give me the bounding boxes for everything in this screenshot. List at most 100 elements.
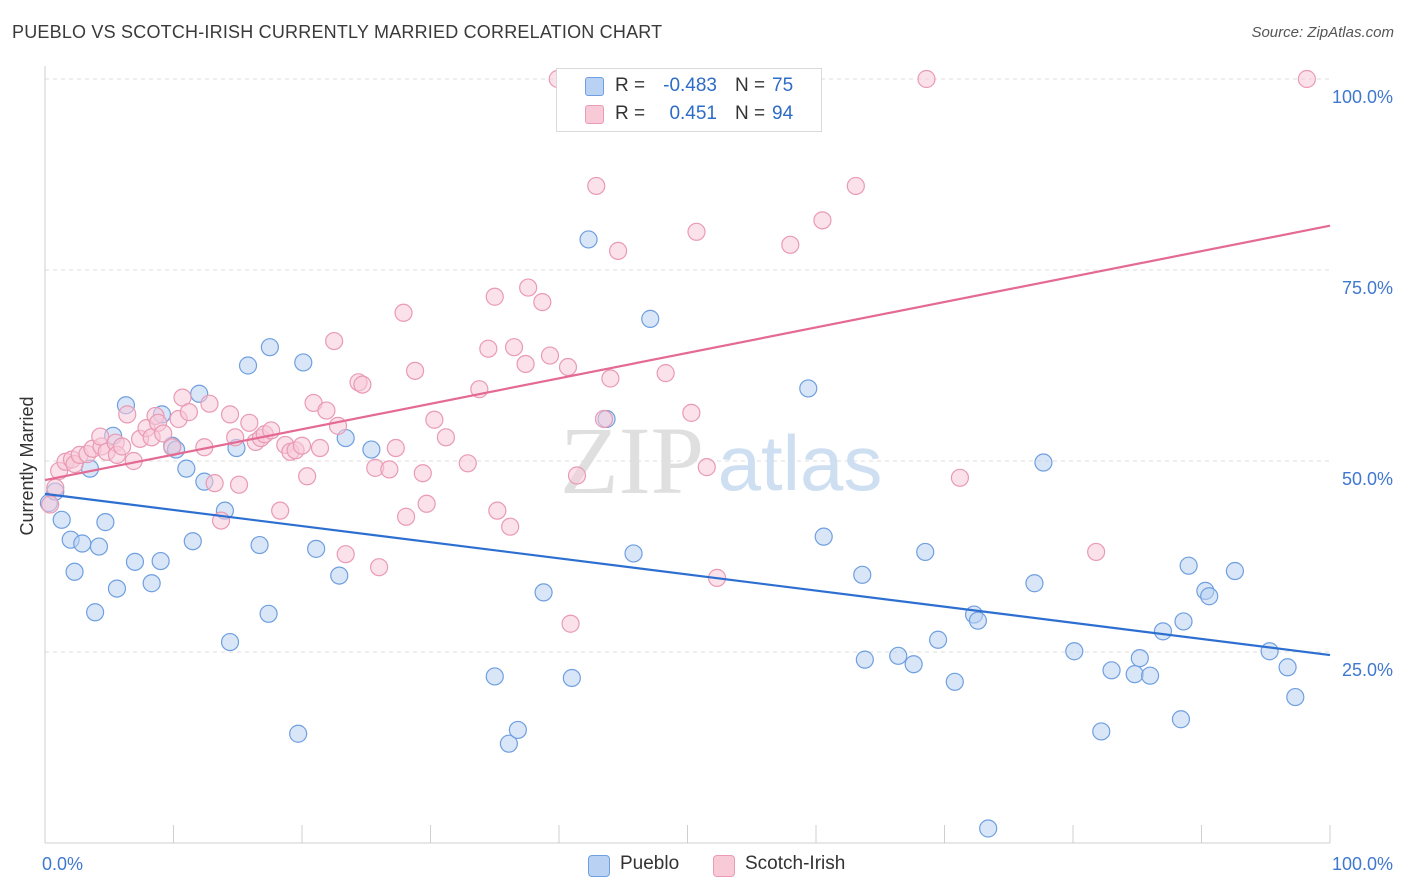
pueblo-legend-label: Pueblo xyxy=(620,853,680,874)
axes xyxy=(44,66,1331,844)
pueblo-point-46 xyxy=(814,527,833,546)
pueblo-point-47 xyxy=(853,565,872,584)
pueblo-point-48 xyxy=(855,650,874,669)
pueblo-point-27 xyxy=(250,535,269,555)
pueblo-point-65 xyxy=(1153,622,1173,641)
pueblo-point-26 xyxy=(238,356,258,375)
pueblo-point-60 xyxy=(1092,722,1111,741)
scotch-r-value: 0.451 xyxy=(669,103,717,124)
pueblo-point-4 xyxy=(65,562,84,581)
stats-legend: R = -0.483 N = 75 R = 0.451 N = 94 xyxy=(556,68,822,132)
pueblo-point-45 xyxy=(799,379,818,398)
scotch-point-31 xyxy=(220,405,240,424)
y-tick-label-100: 100.0% xyxy=(1332,87,1393,107)
scotch-point-60 xyxy=(413,464,432,483)
watermark-atlas: atlas xyxy=(718,419,883,507)
scotch-point-87 xyxy=(697,458,716,477)
scotch-point-91 xyxy=(846,176,865,196)
scotch-point-15 xyxy=(118,405,137,424)
scotch-point-67 xyxy=(485,287,504,306)
scotch-point-73 xyxy=(533,292,552,312)
scotch-point-22 xyxy=(154,424,173,443)
scotch-swatch xyxy=(585,105,604,124)
trend-lines xyxy=(44,224,1331,657)
scotch-point-61 xyxy=(417,494,436,513)
pueblo-point-64 xyxy=(1140,666,1160,685)
pueblo-point-7 xyxy=(86,603,105,622)
scotch-point-74 xyxy=(540,346,560,365)
scotch-point-85 xyxy=(682,403,701,422)
pueblo-point-73 xyxy=(1278,658,1297,677)
scotch-point-92 xyxy=(917,69,936,89)
pueblo-point-32 xyxy=(307,539,326,558)
pueblo-legend-swatch xyxy=(588,855,610,877)
y-axis-title: Currently Married xyxy=(17,396,37,535)
scotch-point-72 xyxy=(519,278,538,297)
pueblo-point-61 xyxy=(1102,661,1121,680)
scotch-point-93 xyxy=(950,468,970,487)
pueblo-point-29 xyxy=(260,338,279,357)
scotch-n-value: 94 xyxy=(772,103,794,124)
pueblo-point-30 xyxy=(289,724,308,743)
scotch-point-44 xyxy=(298,467,317,486)
pueblo-r-label: R = xyxy=(615,75,646,96)
axis-labels: 25.0% 50.0% 75.0% 100.0% 0.0% 100.0% Currently… xyxy=(17,87,1393,874)
pueblo-point-49 xyxy=(889,646,908,665)
scotch-point-69 xyxy=(501,517,520,536)
pueblo-point-19 xyxy=(177,459,196,478)
scotch-point-48 xyxy=(325,331,344,351)
scotch-point-54 xyxy=(370,558,389,577)
data-points xyxy=(39,69,1316,838)
scotch-point-62 xyxy=(425,410,444,429)
pueblo-point-43 xyxy=(624,544,643,563)
scotch-point-46 xyxy=(310,438,330,458)
pueblo-point-56 xyxy=(979,819,998,838)
scotch-point-56 xyxy=(386,438,405,458)
pueblo-point-37 xyxy=(499,734,518,753)
pueblo-point-74 xyxy=(1286,687,1305,707)
scotch-point-82 xyxy=(609,241,628,260)
scotch-point-77 xyxy=(561,614,580,633)
grid-lines xyxy=(45,78,1330,653)
scotch-point-94 xyxy=(1087,542,1106,562)
scotch-n-label: N = xyxy=(735,103,766,124)
chart-title: PUEBLO VS SCOTCH-IRISH CURRENTLY MARRIED… xyxy=(12,22,663,42)
pueblo-point-71 xyxy=(1225,561,1245,581)
pueblo-point-9 xyxy=(96,513,115,532)
scotch-point-0 xyxy=(41,495,60,514)
pueblo-point-28 xyxy=(259,604,278,623)
legend-row-pueblo: R = -0.483 N = 75 xyxy=(557,72,821,100)
pueblo-point-2 xyxy=(52,510,71,529)
pueblo-swatch xyxy=(585,77,604,96)
scotch-point-64 xyxy=(458,454,477,473)
pueblo-point-15 xyxy=(151,551,170,571)
pueblo-point-11 xyxy=(107,579,127,598)
scotch-point-10 xyxy=(91,427,110,446)
pueblo-point-40 xyxy=(562,668,581,688)
pueblo-point-67 xyxy=(1174,612,1193,631)
pueblo-point-62 xyxy=(1125,665,1144,684)
scotch-point-34 xyxy=(240,413,259,432)
pueblo-point-8 xyxy=(89,537,109,556)
pueblo-point-66 xyxy=(1171,710,1191,729)
pueblo-point-63 xyxy=(1130,649,1149,668)
scotch-legend-label: Scotch-Irish xyxy=(745,853,846,874)
pueblo-point-36 xyxy=(485,667,504,686)
scotch-point-81 xyxy=(601,369,620,388)
pueblo-point-55 xyxy=(968,611,988,630)
series-legend: Pueblo Scotch-Irish xyxy=(0,852,1406,878)
scotch-point-55 xyxy=(380,460,399,479)
scotch-point-59 xyxy=(405,361,425,380)
pueblo-point-52 xyxy=(928,630,948,649)
scotch-point-90 xyxy=(813,211,832,230)
pueblo-point-59 xyxy=(1065,642,1084,661)
legend-row-scotch: R = 0.451 N = 94 xyxy=(557,100,821,128)
scotch-point-47 xyxy=(317,401,336,420)
pueblo-n-label: N = xyxy=(735,75,766,96)
pueblo-point-5 xyxy=(73,534,92,553)
scotch-point-68 xyxy=(488,501,507,520)
pueblo-point-68 xyxy=(1179,556,1198,575)
scotch-point-78 xyxy=(567,466,587,485)
pueblo-point-14 xyxy=(142,574,161,593)
